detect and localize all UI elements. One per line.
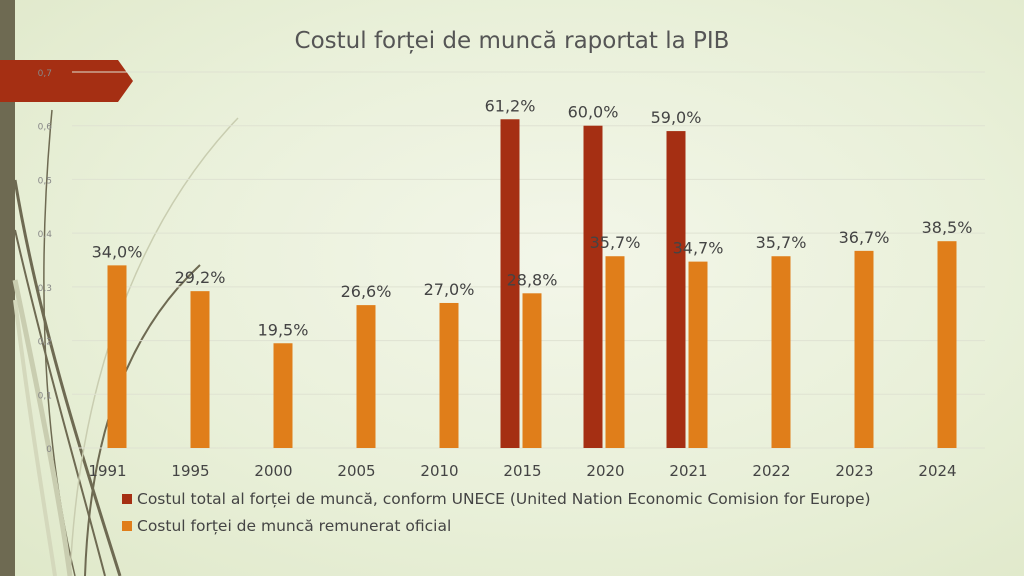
y-tick-label: 0,1: [38, 391, 52, 401]
bar-2015-series-1: [522, 293, 542, 448]
data-label: 38,5%: [922, 218, 973, 237]
bar-2020-series-1: [605, 256, 625, 448]
y-tick-label: 0,2: [38, 338, 52, 348]
bar-2005-series-1: [356, 305, 376, 448]
chart-title: Costul forței de muncă raportat la PIB: [294, 28, 730, 54]
data-label: 27,0%: [424, 280, 475, 299]
bar-1995-series-1: [190, 291, 210, 448]
bar-2021-series-1: [688, 261, 708, 448]
legend-label: Costul forței de muncă remunerat oficial: [137, 517, 452, 535]
y-tick-label: 0,3: [38, 284, 52, 294]
x-tick-label: 2005: [337, 462, 375, 480]
legend-item-unece: Costul total al forței de muncă, conform…: [122, 490, 871, 508]
legend-swatch: [122, 494, 132, 504]
data-label: 34,7%: [673, 239, 724, 258]
bar-2020-series-0: [583, 125, 603, 448]
y-tick-label: 0,7: [38, 69, 52, 79]
data-label: 59,0%: [651, 108, 702, 127]
legend-swatch: [122, 521, 132, 531]
x-tick-label: 2020: [586, 462, 624, 480]
x-tick-label: 2024: [918, 462, 956, 480]
y-tick-label: 0,5: [38, 176, 52, 186]
data-label: 29,2%: [175, 268, 226, 287]
x-tick-label: 2010: [420, 462, 458, 480]
x-tick-label: 2022: [752, 462, 790, 480]
bar-2021-series-0: [666, 131, 686, 449]
y-tick-label: 0: [46, 445, 52, 455]
data-label: 19,5%: [258, 320, 309, 339]
x-tick-label: 2023: [835, 462, 873, 480]
x-tick-label: 2015: [503, 462, 541, 480]
bar-2000-series-1: [273, 343, 293, 448]
bar-2024-series-1: [937, 241, 957, 448]
data-label: 35,7%: [756, 233, 807, 252]
bar-2023-series-1: [854, 250, 874, 448]
x-tick-label: 2021: [669, 462, 707, 480]
y-tick-label: 0,6: [38, 123, 53, 133]
title-banner-arrow: [0, 60, 133, 102]
data-label: 34,0%: [92, 242, 143, 261]
legend-item-official: Costul forței de muncă remunerat oficial: [122, 517, 451, 535]
bar-1991-series-1: [107, 265, 127, 448]
data-label: 28,8%: [507, 270, 558, 289]
left-accent-stripe: [0, 0, 15, 576]
y-tick-label: 0,4: [38, 230, 53, 240]
x-tick-label: 2000: [254, 462, 292, 480]
bar-2015-series-0: [500, 119, 520, 449]
bar-2010-series-1: [439, 302, 459, 448]
data-label: 61,2%: [485, 96, 536, 115]
data-label: 26,6%: [341, 282, 392, 301]
x-tick-label: 1995: [171, 462, 209, 480]
legend-label: Costul total al forței de muncă, conform…: [137, 490, 871, 508]
data-label: 35,7%: [590, 233, 641, 252]
x-tick-label: 1991: [88, 462, 126, 480]
bar-2022-series-1: [771, 256, 791, 448]
data-label: 36,7%: [839, 228, 890, 247]
data-label: 60,0%: [568, 103, 619, 122]
